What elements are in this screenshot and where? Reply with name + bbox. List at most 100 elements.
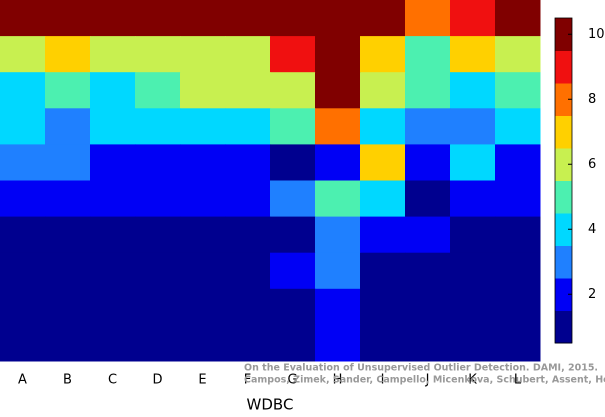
heatmap-cell <box>135 144 181 181</box>
heatmap-cell <box>270 36 316 73</box>
heatmap-cell <box>360 72 406 109</box>
heatmap-cell <box>270 252 316 290</box>
heatmap-cell <box>270 324 316 362</box>
colorbar-segment <box>555 83 572 116</box>
heatmap-cell <box>45 0 91 37</box>
heatmap-cell <box>495 252 541 290</box>
heatmap-cell <box>45 144 91 181</box>
heatmap-cell <box>180 144 226 181</box>
x-tick-label: D <box>152 373 162 388</box>
heatmap-cell <box>0 324 46 362</box>
heatmap-cell <box>270 288 316 326</box>
x-tick-label: C <box>108 373 117 388</box>
heatmap-cell <box>405 0 451 37</box>
heatmap-cell <box>405 180 451 218</box>
heatmap-cell <box>90 252 136 290</box>
heatmap-cell <box>180 36 226 73</box>
annotation: On the Evaluation of Unsupervised Outlie… <box>244 363 598 374</box>
heatmap-cell <box>180 108 226 145</box>
heatmap-cell <box>495 0 541 37</box>
heatmap-cell <box>450 36 496 73</box>
heatmap-cell <box>315 36 361 73</box>
colorbar-segment <box>555 245 572 279</box>
heatmap-cell <box>495 36 541 73</box>
heatmap-cell <box>495 180 541 218</box>
heatmap-cell <box>135 36 181 73</box>
heatmap-cell <box>135 0 181 37</box>
heatmap-cell <box>225 36 271 73</box>
heatmap-cell <box>45 180 91 218</box>
heatmap-cell <box>225 252 271 290</box>
heatmap-cell <box>90 216 136 254</box>
heatmap-cell <box>315 216 361 254</box>
heatmap-cell <box>360 252 406 290</box>
heatmap-cell <box>360 324 406 362</box>
heatmap-cell <box>450 180 496 218</box>
heatmap-cell <box>0 36 46 73</box>
x-tick-label: E <box>198 373 206 388</box>
heatmap-cell <box>495 324 541 362</box>
heatmap-cell <box>90 36 136 73</box>
heatmap-cell <box>315 72 361 109</box>
annotation: Campos, Zimek, Sander, Campello, Micenko… <box>244 375 605 386</box>
heatmap-cell <box>135 216 181 254</box>
colorbar-frame <box>554 17 573 344</box>
x-tick-label: H <box>333 373 343 388</box>
heatmap-cell <box>270 0 316 37</box>
heatmap-cell <box>180 288 226 326</box>
heatmap-cell <box>315 324 361 362</box>
heatmap-cell <box>225 0 271 37</box>
heatmap-cell <box>360 0 406 37</box>
heatmap-cell <box>315 108 361 145</box>
heatmap-cell <box>495 144 541 181</box>
colorbar-segment <box>555 278 572 311</box>
heatmap-cell <box>405 288 451 326</box>
heatmap-cell <box>270 144 316 181</box>
heatmap-cell <box>405 36 451 73</box>
heatmap-cell <box>315 252 361 290</box>
heatmap-cell <box>135 108 181 145</box>
heatmap-cell <box>405 72 451 109</box>
colorbar-segment <box>555 50 572 84</box>
colorbar-segment <box>555 213 572 246</box>
heatmap-cell <box>180 324 226 362</box>
heatmap-cell <box>360 216 406 254</box>
heatmap-cell <box>450 0 496 37</box>
heatmap-cell <box>225 216 271 254</box>
heatmap-cell <box>45 108 91 145</box>
heatmap-cell <box>45 72 91 109</box>
heatmap-cell <box>225 324 271 362</box>
heatmap-cell <box>0 216 46 254</box>
x-axis-label: WDBC <box>247 396 294 414</box>
heatmap-cell <box>90 108 136 145</box>
heatmap-cell <box>0 72 46 109</box>
heatmap-cell <box>495 288 541 326</box>
x-tick-label: A <box>18 373 27 388</box>
x-tick-label: B <box>63 373 72 388</box>
heatmap-cell <box>450 72 496 109</box>
heatmap-cell <box>180 252 226 290</box>
heatmap-cell <box>405 252 451 290</box>
heatmap-cell <box>450 144 496 181</box>
heatmap-cell <box>225 144 271 181</box>
heatmap-cell <box>360 288 406 326</box>
heatmap-cell <box>270 216 316 254</box>
heatmap-cell <box>360 108 406 145</box>
heatmap-cell <box>315 288 361 326</box>
heatmap-cell <box>90 180 136 218</box>
heatmap-cell <box>225 180 271 218</box>
heatmap-cell <box>0 252 46 290</box>
heatmap-cell <box>495 216 541 254</box>
heatmap-cell <box>180 72 226 109</box>
colorbar-tick-label: 10 <box>588 27 605 42</box>
heatmap-cell <box>450 288 496 326</box>
x-tick-label: L <box>514 373 522 388</box>
heatmap-cell <box>495 108 541 145</box>
heatmap-cell <box>180 0 226 37</box>
heatmap-cell <box>180 216 226 254</box>
heatmap-cell <box>135 288 181 326</box>
heatmap-cell <box>225 72 271 109</box>
heatmap-cell <box>135 324 181 362</box>
heatmap-cell <box>90 0 136 37</box>
